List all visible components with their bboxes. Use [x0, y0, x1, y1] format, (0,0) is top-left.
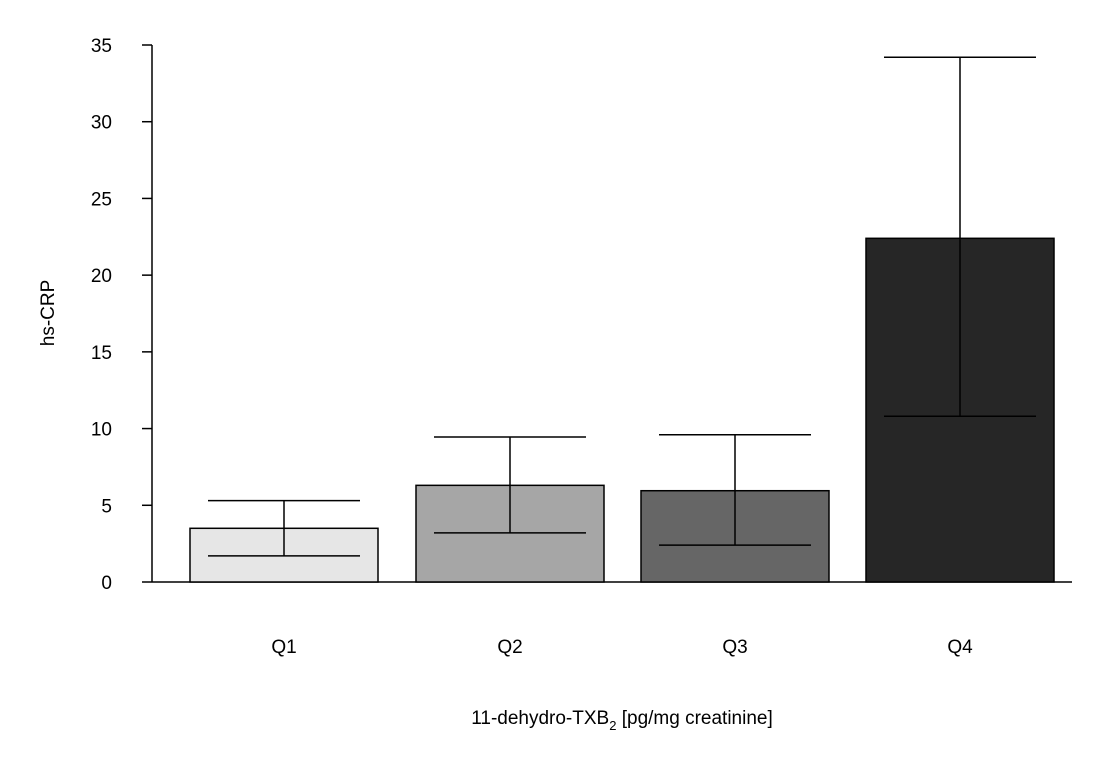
y-axis-title: hs-CRP — [38, 280, 59, 347]
y-tick-label: 25 — [91, 189, 112, 210]
category-label-q4: Q4 — [947, 637, 973, 658]
x-axis-title: 11-dehydro-TXB2 [pg/mg creatinine] — [471, 708, 773, 733]
error-bar-q4 — [884, 56, 1036, 418]
y-tick-label: 5 — [101, 496, 112, 517]
y-tick-label: 10 — [91, 420, 112, 441]
category-label-q1: Q1 — [271, 637, 296, 658]
y-tick-label: 0 — [101, 573, 112, 594]
error-bars — [208, 56, 1036, 557]
y-tick-label: 30 — [91, 113, 112, 134]
error-bar-q2 — [434, 436, 586, 534]
error-bar-q3 — [659, 433, 811, 546]
y-tick-label: 15 — [91, 343, 112, 364]
category-label-q3: Q3 — [722, 637, 747, 658]
y-tick-label: 35 — [91, 36, 112, 57]
category-labels: Q1 Q2 Q3 Q4 — [271, 637, 973, 658]
bars — [189, 237, 1055, 583]
error-bar-q1 — [208, 499, 360, 557]
x-axis-title-suffix: [pg/mg creatinine] — [616, 708, 772, 729]
y-tick-label: 20 — [91, 266, 112, 287]
x-axis-title-subscript: 2 — [609, 718, 616, 733]
category-label-q2: Q2 — [497, 637, 522, 658]
x-axis-title-main: 11-dehydro-TXB — [471, 708, 609, 729]
y-axis: 0 5 10 15 20 25 30 35 — [91, 36, 153, 594]
